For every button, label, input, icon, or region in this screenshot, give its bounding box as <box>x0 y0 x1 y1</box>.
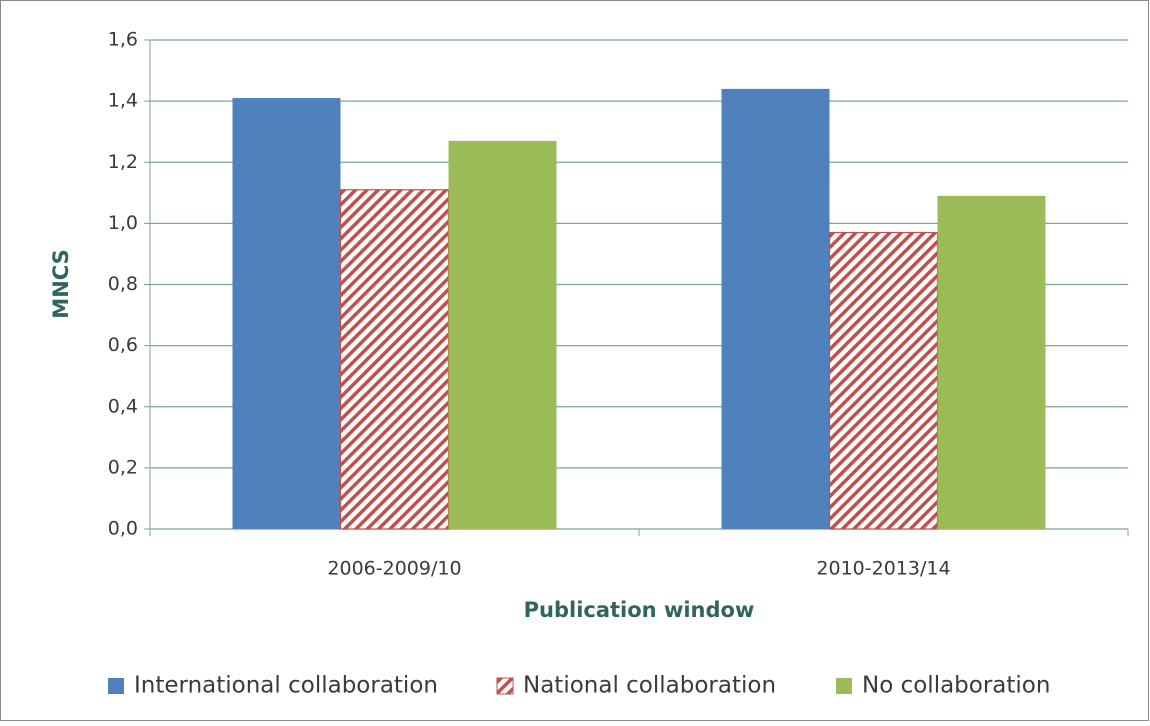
y-tick-label: 1,4 <box>108 90 138 112</box>
y-axis-title: MNCS <box>49 249 73 318</box>
legend-swatch <box>836 678 852 694</box>
y-tick-label: 0,4 <box>108 395 138 417</box>
x-axis-title: Publication window <box>524 598 755 622</box>
x-tick-label: 2006-2009/10 <box>327 558 461 580</box>
y-tick-label: 0,0 <box>108 518 138 540</box>
legend-swatch <box>108 678 124 694</box>
bar <box>937 195 1046 529</box>
x-tick-label: 2010-2013/14 <box>816 558 950 580</box>
y-tick-label: 1,2 <box>108 151 138 173</box>
y-tick-label: 1,6 <box>108 29 138 51</box>
y-tick-label: 0,2 <box>108 456 138 478</box>
legend-label: International collaboration <box>134 673 438 699</box>
legend-label: No collaboration <box>862 673 1050 699</box>
bar <box>721 88 830 530</box>
bar <box>232 98 341 529</box>
bar <box>448 140 557 529</box>
y-tick-label: 0,8 <box>108 273 138 295</box>
y-tick-label: 1,0 <box>108 212 138 234</box>
y-tick-label: 0,6 <box>108 334 138 356</box>
legend-swatch <box>496 677 514 695</box>
bar <box>339 189 450 530</box>
bar <box>828 231 939 530</box>
legend-label: National collaboration <box>523 673 776 699</box>
